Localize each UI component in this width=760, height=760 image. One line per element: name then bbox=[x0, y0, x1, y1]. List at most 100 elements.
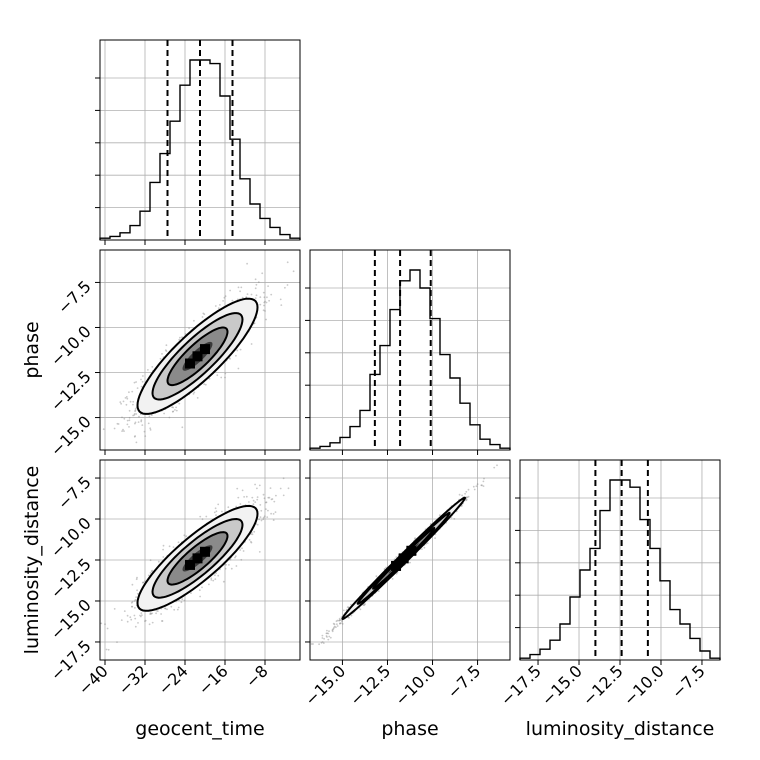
scatter-point bbox=[124, 397, 127, 399]
scatter-point bbox=[134, 409, 137, 412]
scatter-point bbox=[215, 514, 217, 516]
scatter-point bbox=[149, 612, 152, 614]
scatter-point bbox=[178, 402, 181, 405]
scatter-point bbox=[129, 400, 132, 403]
scatter-point bbox=[255, 283, 258, 286]
scatter-point bbox=[262, 309, 265, 312]
scatter-point bbox=[465, 490, 468, 493]
scatter-point bbox=[210, 577, 213, 580]
scatter-point bbox=[236, 349, 239, 352]
scatter-point bbox=[503, 458, 505, 460]
y-tick-label-luminosity-distance-4: −7.5 bbox=[54, 472, 95, 513]
scatter-point bbox=[222, 300, 224, 302]
scatter-point bbox=[133, 614, 136, 617]
scatter-point bbox=[268, 299, 270, 302]
scatter-point bbox=[120, 402, 122, 405]
scatter-point bbox=[131, 583, 134, 586]
scatter-point bbox=[136, 589, 138, 592]
scatter-point bbox=[241, 489, 244, 492]
scatter-point bbox=[264, 300, 266, 303]
scatter-point bbox=[269, 487, 272, 489]
scatter-point bbox=[150, 457, 152, 459]
y-tick-label-phase-3: −7.5 bbox=[54, 277, 95, 318]
scatter-point bbox=[228, 564, 230, 566]
scatter-point bbox=[100, 622, 103, 625]
scatter-point bbox=[342, 609, 345, 612]
scatter-point bbox=[133, 381, 136, 384]
scatter-point bbox=[267, 496, 270, 499]
scatter-point bbox=[227, 506, 230, 509]
scatter-point bbox=[248, 501, 250, 503]
scatter-point bbox=[254, 278, 257, 281]
scatter-point bbox=[426, 542, 429, 544]
scatter-point bbox=[134, 410, 136, 413]
scatter-point bbox=[166, 608, 168, 611]
scatter-point bbox=[140, 612, 143, 614]
scatter-point bbox=[151, 366, 154, 368]
scatter-point bbox=[132, 403, 134, 406]
scatter-point bbox=[134, 607, 136, 609]
scatter-point bbox=[375, 575, 378, 578]
scatter-point bbox=[156, 610, 159, 612]
scatter-point bbox=[204, 383, 207, 386]
scatter-point bbox=[346, 606, 349, 609]
scatter-point bbox=[150, 613, 153, 615]
scatter-point bbox=[348, 616, 350, 619]
scatter-point bbox=[473, 488, 476, 491]
scatter-point bbox=[321, 641, 324, 643]
scatter-point bbox=[142, 375, 144, 377]
scatter-point bbox=[263, 301, 266, 304]
scatter-point bbox=[340, 622, 342, 624]
scatter-point bbox=[350, 614, 353, 617]
density-core-0 bbox=[398, 553, 409, 564]
scatter-point bbox=[259, 504, 262, 506]
scatter-point bbox=[214, 507, 217, 510]
scatter-point bbox=[224, 295, 227, 298]
scatter-point bbox=[235, 565, 238, 567]
density-core-2 bbox=[200, 546, 210, 557]
scatter-point bbox=[174, 409, 176, 411]
scatter-point bbox=[482, 480, 485, 483]
scatter-point bbox=[225, 563, 227, 566]
scatter-point bbox=[116, 422, 119, 425]
scatter-point bbox=[239, 290, 242, 293]
x-tick-label-phase-1: −12.5 bbox=[346, 661, 394, 709]
scatter-point bbox=[282, 477, 285, 480]
scatter-point bbox=[106, 627, 109, 630]
scatter-point bbox=[172, 410, 175, 413]
scatter-point bbox=[264, 310, 266, 312]
scatter-point bbox=[128, 409, 131, 412]
scatter-point bbox=[141, 424, 144, 426]
scatter-point bbox=[243, 496, 246, 498]
scatter-point bbox=[272, 513, 275, 515]
scatter-point bbox=[132, 400, 135, 403]
scatter-point bbox=[237, 496, 240, 499]
scatter-point bbox=[461, 494, 463, 497]
scatter-point bbox=[321, 634, 324, 637]
scatter-point bbox=[234, 555, 237, 558]
scatter-point bbox=[237, 286, 240, 289]
scatter-point bbox=[292, 270, 295, 273]
scatter-point bbox=[263, 515, 266, 518]
scatter-point bbox=[133, 435, 136, 438]
scatter-point bbox=[465, 499, 467, 502]
scatter-point bbox=[339, 619, 342, 621]
contour-line-1 bbox=[356, 511, 451, 605]
y-tick-label-phase-0: −15.0 bbox=[47, 412, 95, 460]
scatter-point bbox=[250, 541, 253, 544]
scatter-point bbox=[133, 413, 136, 415]
scatter-point bbox=[134, 598, 137, 601]
scatter-point bbox=[254, 297, 257, 299]
scatter-point bbox=[270, 512, 272, 515]
scatter-point bbox=[409, 561, 411, 564]
scatter-point bbox=[258, 518, 260, 521]
scatter-point bbox=[222, 580, 225, 583]
scatter-point bbox=[121, 430, 123, 432]
scatter-point bbox=[430, 522, 432, 525]
y-axis-label-phase: phase bbox=[21, 321, 43, 378]
scatter-point bbox=[265, 501, 268, 504]
scatter-point bbox=[260, 509, 263, 512]
y-tick-label-luminosity-distance-2: −12.5 bbox=[47, 554, 95, 602]
scatter-point bbox=[496, 464, 498, 467]
scatter-point bbox=[140, 378, 142, 381]
